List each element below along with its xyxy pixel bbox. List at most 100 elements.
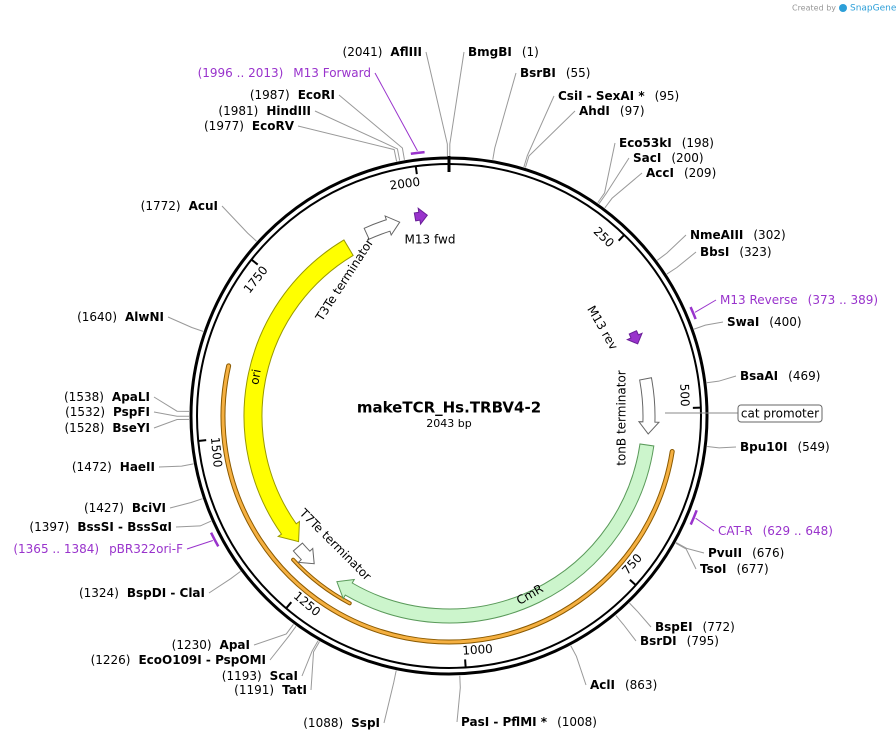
primer-range: (373 .. 389) [808,293,878,307]
enzyme-site: (1538) [64,390,104,404]
enzyme-label: BspEI (772) [655,620,735,634]
enzyme-label: AclI (863) [590,678,657,692]
primer-leader [695,517,715,532]
primer-name: M13 Forward [293,66,371,80]
enzyme-leader [693,321,724,330]
tick-mark [629,579,637,586]
enzyme-site: (198) [682,136,714,150]
enzyme-leader [167,316,204,332]
enzyme-leader [153,418,190,429]
cat-promoter-box [737,404,823,423]
enzyme-site: (1528) [65,421,105,435]
enzyme-label: BsaAI (469) [740,369,820,383]
enzyme-leader [338,94,405,160]
m13-rev [626,330,643,345]
enzyme-name: CsiI - SexAI * [558,89,645,103]
enzyme-label: PasI - PflMI * (1008) [461,715,597,729]
map-length: 2043 bp [426,417,471,430]
enzyme-name: SacI [633,151,661,165]
primer-name: pBR322ori-F [109,542,183,556]
enzyme-leader [301,640,319,677]
enzyme-name: ApaI [220,638,250,652]
enzyme-name: AclI [590,678,615,692]
enzyme-leader [310,641,320,691]
enzyme-name: BspDI - ClaI [127,586,205,600]
feature-label: M13 rev [584,303,620,352]
enzyme-leader [425,51,448,157]
enzyme-site: (1772) [141,199,181,213]
primer-arc [209,532,220,547]
logo [839,4,847,12]
enzyme-name: EcoO109I - PspOMI [138,653,266,667]
enzyme-label: (1472) HaeII [72,460,155,474]
enzyme-site: (2041) [343,45,383,59]
enzyme-label: (1193) ScaI [222,669,298,683]
enzyme-leader [666,251,697,275]
feature-label: M13 fwd [405,233,456,247]
map-name: makeTCR_Hs.TRBV4-2 [357,399,541,417]
enzyme-name: EcoRV [252,119,295,133]
tick-label: 1500 [208,436,225,468]
enzyme-name: SspI [351,716,380,730]
enzyme-site: (1640) [77,310,117,324]
enzyme-site: (863) [625,678,657,692]
enzyme-label: BbsI (323) [700,245,772,259]
enzyme-name: BciVI [132,501,166,515]
enzyme-name: BspEI [655,620,693,634]
t3te-terminator [363,215,401,240]
primer-leader [186,540,213,550]
primer-range: (1365 .. 1384) [13,542,99,556]
enzyme-leader [523,95,555,168]
enzyme-site: (1472) [72,460,112,474]
enzyme-site: (676) [752,546,784,560]
enzyme-label: (1230) ApaI [172,638,250,652]
enzyme-label: PvuII (676) [708,546,784,560]
enzyme-site: (772) [703,620,735,634]
enzyme-label: (1427) BciVI [84,501,166,515]
enzyme-site: (95) [655,89,680,103]
enzyme-site: (1191) [234,683,274,697]
tick-mark [198,439,207,442]
enzyme-leader [524,110,576,168]
enzyme-name: TatI [282,683,307,697]
enzyme-site: (400) [769,315,801,329]
primer-label: (1996 .. 2013) M13 Forward [198,66,371,80]
enzyme-leader [383,670,397,724]
enzyme-label: Eco53kI (198) [619,136,714,150]
enzyme-site: (1977) [204,119,244,133]
enzyme-site: (1226) [91,653,131,667]
enzyme-name: AflIII [390,45,422,59]
enzyme-leader [253,624,294,646]
enzyme-label: (1088) SspI [303,716,380,730]
cmr-arrow [336,443,655,624]
enzyme-leader [153,396,190,412]
enzyme-leader [208,570,241,594]
enzyme-leader [221,205,257,242]
orf-arc [221,364,674,644]
enzyme-name: BsrBI [520,66,556,80]
enzyme-name: AlwNI [125,310,164,324]
enzyme-name: BssSI - BssSαI [77,520,172,534]
tick-mark [250,258,259,266]
enzyme-site: (209) [684,166,716,180]
enzyme-leader [707,446,737,449]
enzyme-site: (1008) [557,715,597,729]
enzyme-site: (1324) [79,586,119,600]
enzyme-site: (1987) [250,88,290,102]
enzyme-label: (1397) BssSI - BssSαI [29,520,172,534]
enzyme-site: (1) [522,45,539,59]
enzyme-label: (1532) PspFI [65,405,150,419]
enzyme-label: (1191) TatI [234,683,307,697]
tick-label: 1000 [462,642,493,658]
enzyme-leader [604,172,643,209]
enzyme-site: (469) [788,369,820,383]
enzyme-name: BmgBI [468,45,512,59]
enzyme-leader [175,520,212,528]
enzyme-name: ScaI [270,669,298,683]
enzyme-label: NmeAIII (302) [690,228,786,242]
enzyme-name: BsaAI [740,369,778,383]
enzyme-leader [314,110,401,161]
enzyme-leader [629,602,652,628]
primer-label: CAT-R (629 .. 648) [718,524,833,538]
